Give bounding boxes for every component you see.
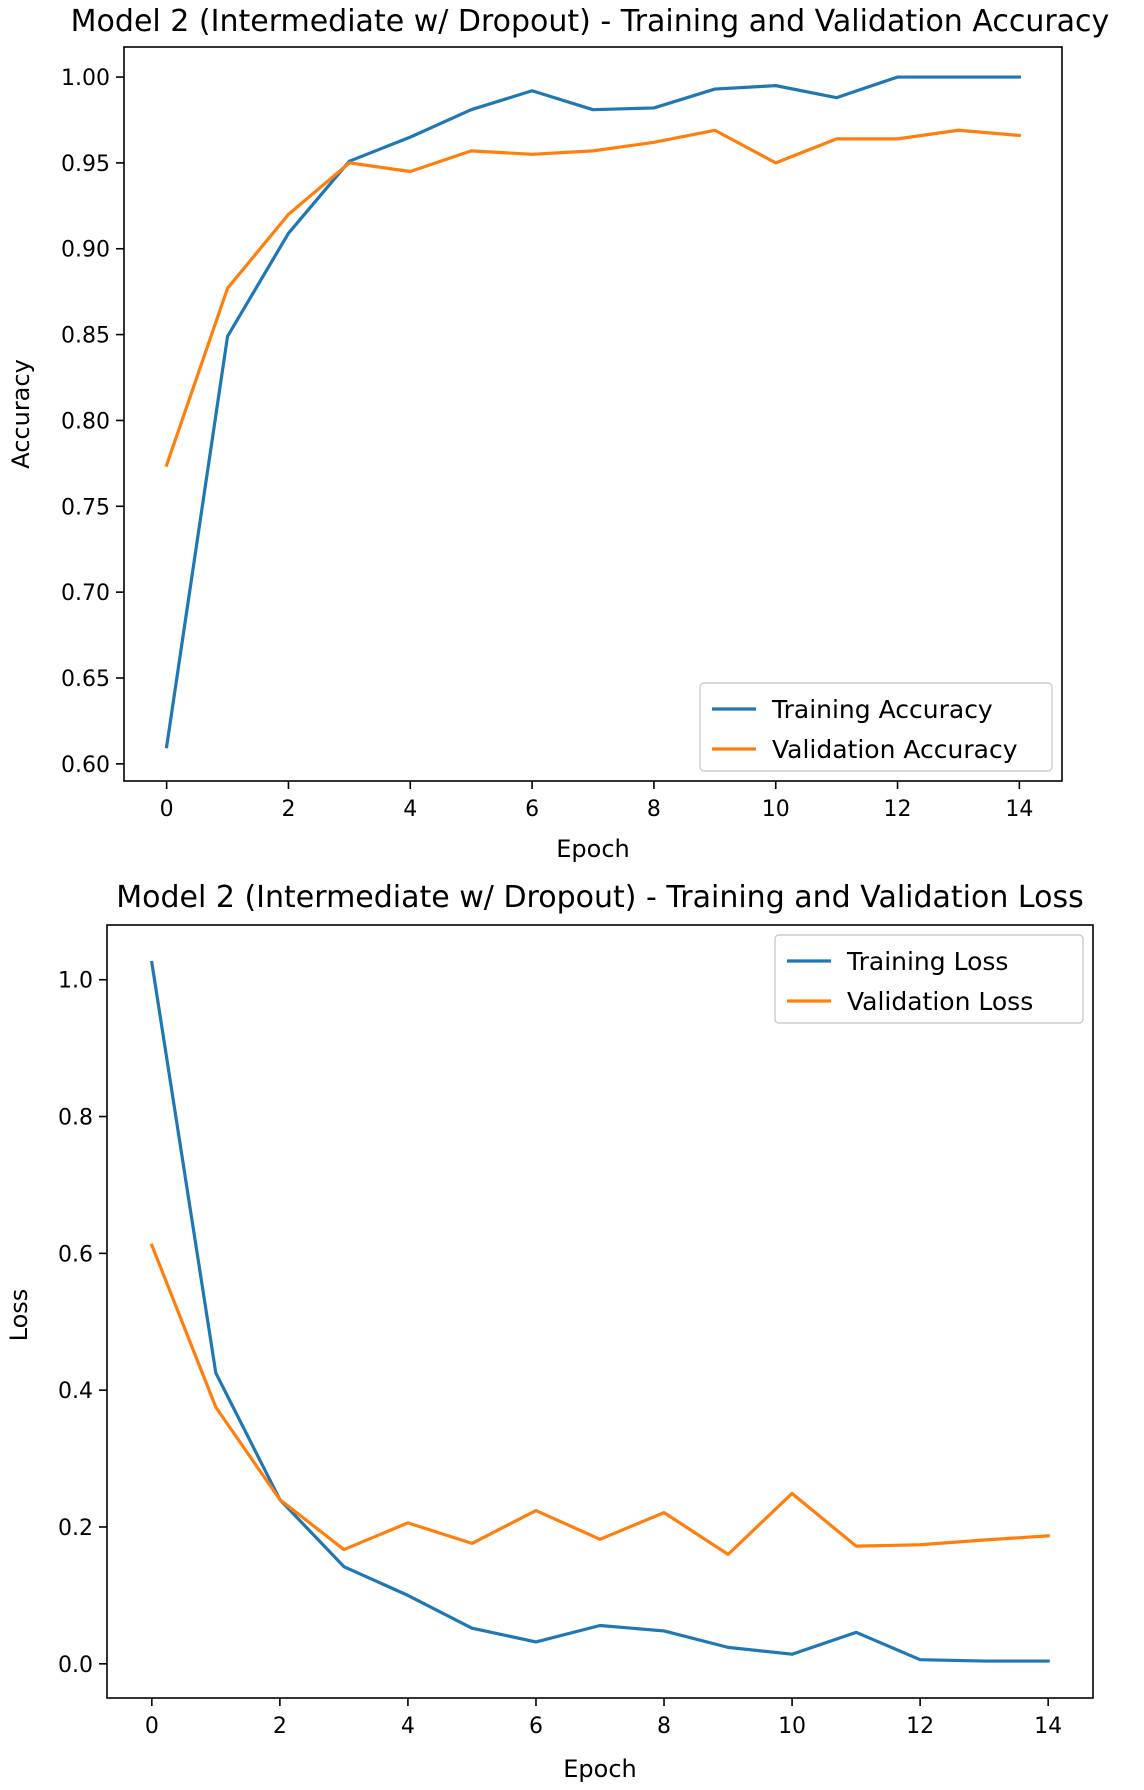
x-tick-label: 0 — [145, 1714, 159, 1739]
y-tick-label: 0.8 — [58, 1106, 93, 1131]
y-tick-label: 0.80 — [61, 409, 110, 434]
legend-label: Training Accuracy — [771, 695, 993, 724]
y-tick-label: 1.00 — [61, 66, 110, 91]
x-tick-label: 10 — [778, 1714, 806, 1739]
x-tick-label: 14 — [1034, 1714, 1062, 1739]
legend-label: Validation Loss — [847, 987, 1033, 1016]
y-axis-label: Accuracy — [7, 359, 35, 469]
x-tick-label: 4 — [401, 1714, 415, 1739]
y-axis-label: Loss — [5, 1289, 33, 1342]
legend-box — [774, 934, 1084, 1024]
y-tick-label: 1.0 — [58, 969, 93, 994]
x-tick-label: 0 — [160, 797, 174, 822]
y-tick-label: 0.0 — [58, 1653, 93, 1678]
x-tick-label: 12 — [884, 797, 912, 822]
axes-frame — [123, 46, 1063, 782]
x-tick-label: 4 — [403, 797, 417, 822]
x-tick-label: 10 — [762, 797, 790, 822]
y-tick-label: 0.85 — [61, 324, 110, 349]
x-tick-label: 14 — [1005, 797, 1033, 822]
x-tick-label: 8 — [647, 797, 661, 822]
x-tick-label: 6 — [529, 1714, 543, 1739]
series-line-training-accuracy — [164, 75, 1021, 749]
legend: Training Loss Validation Loss — [774, 934, 1084, 1024]
x-axis-label: Epoch — [563, 1755, 637, 1783]
series-line-validation-loss — [149, 1243, 1050, 1556]
y-tick-label: 0.2 — [58, 1516, 93, 1541]
y-tick-label: 0.95 — [61, 152, 110, 177]
x-tick-label: 2 — [281, 797, 295, 822]
y-tick-label: 0.70 — [61, 581, 110, 606]
legend: Training Accuracy Validation Accuracy — [699, 682, 1053, 772]
legend-label: Training Loss — [846, 947, 1008, 976]
series-line-training-loss — [149, 960, 1050, 1663]
loss-chart: Model 2 (Intermediate w/ Dropout) - Trai… — [5, 880, 1094, 1783]
series-group — [164, 75, 1022, 749]
x-tick-label: 8 — [657, 1714, 671, 1739]
chart-title: Model 2 (Intermediate w/ Dropout) - Trai… — [71, 4, 1110, 39]
axes-frame — [106, 924, 1094, 1699]
legend-box — [699, 682, 1053, 772]
y-tick-label: 0.4 — [58, 1379, 93, 1404]
series-group — [149, 960, 1050, 1663]
x-tick-label: 12 — [906, 1714, 934, 1739]
legend-label: Validation Accuracy — [772, 735, 1018, 764]
x-axis-label: Epoch — [556, 835, 630, 863]
x-tick-label: 2 — [273, 1714, 287, 1739]
y-tick-label: 0.75 — [61, 495, 110, 520]
chart-title: Model 2 (Intermediate w/ Dropout) - Trai… — [116, 880, 1083, 915]
y-tick-label: 0.60 — [61, 753, 110, 778]
y-tick-label: 0.65 — [61, 667, 110, 692]
series-line-validation-accuracy — [164, 128, 1022, 468]
y-tick-label: 0.90 — [61, 238, 110, 263]
accuracy-chart: Model 2 (Intermediate w/ Dropout) - Trai… — [7, 4, 1109, 863]
y-tick-label: 0.6 — [58, 1242, 93, 1267]
x-tick-label: 6 — [525, 797, 539, 822]
